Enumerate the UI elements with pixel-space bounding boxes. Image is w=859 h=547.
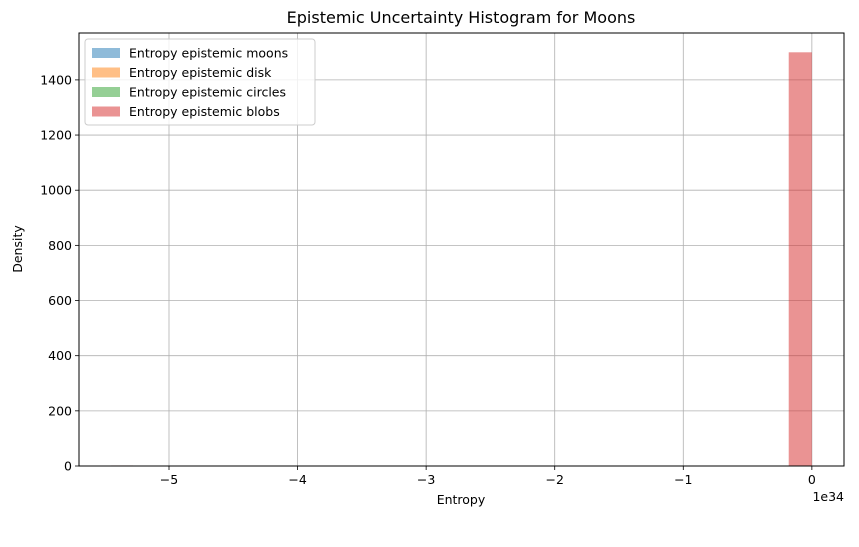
y-tick-label: 600: [48, 293, 72, 308]
legend-box: [84, 38, 316, 126]
x-axis-offset-label: 1e34: [812, 489, 844, 504]
legend-swatch: [92, 48, 120, 58]
y-axis-label: Density: [10, 225, 25, 273]
legend-label: Entropy epistemic disk: [129, 65, 272, 80]
legend-swatch: [92, 87, 120, 97]
x-tick-label: −3: [417, 472, 435, 487]
x-tick-label: −1: [674, 472, 692, 487]
axes-frame: [78, 32, 845, 467]
x-axis-ticks: −5 −4 −3 −2 −1 0: [160, 466, 816, 487]
x-tick-label: −4: [288, 472, 306, 487]
y-tick-label: 400: [48, 348, 72, 363]
y-tick-label: 200: [48, 403, 72, 418]
grid-lines: [79, 33, 844, 467]
histogram-bar: [788, 52, 812, 467]
y-tick-label: 1200: [40, 128, 72, 143]
chart-title: Epistemic Uncertainty Histogram for Moon…: [287, 8, 636, 27]
y-tick-label: 0: [64, 459, 72, 474]
y-tick-label: 1400: [40, 72, 72, 87]
x-axis-label: Entropy: [437, 492, 486, 507]
y-tick-label: 800: [48, 238, 72, 253]
y-axis-ticks: 0 200 400 600 800 1000 1200 1400: [40, 72, 79, 474]
x-tick-label: −2: [545, 472, 563, 487]
legend-swatch: [92, 106, 120, 117]
legend-label: Entropy epistemic blobs: [129, 104, 280, 119]
legend: Entropy epistemic moons Entropy epistemic…: [84, 38, 316, 126]
legend-swatch: [92, 67, 120, 78]
legend-label: Entropy epistemic circles: [129, 85, 286, 100]
legend-label: Entropy epistemic moons: [129, 46, 288, 61]
x-tick-label: −5: [160, 472, 178, 487]
y-tick-label: 1000: [40, 183, 72, 198]
x-tick-label: 0: [808, 472, 816, 487]
